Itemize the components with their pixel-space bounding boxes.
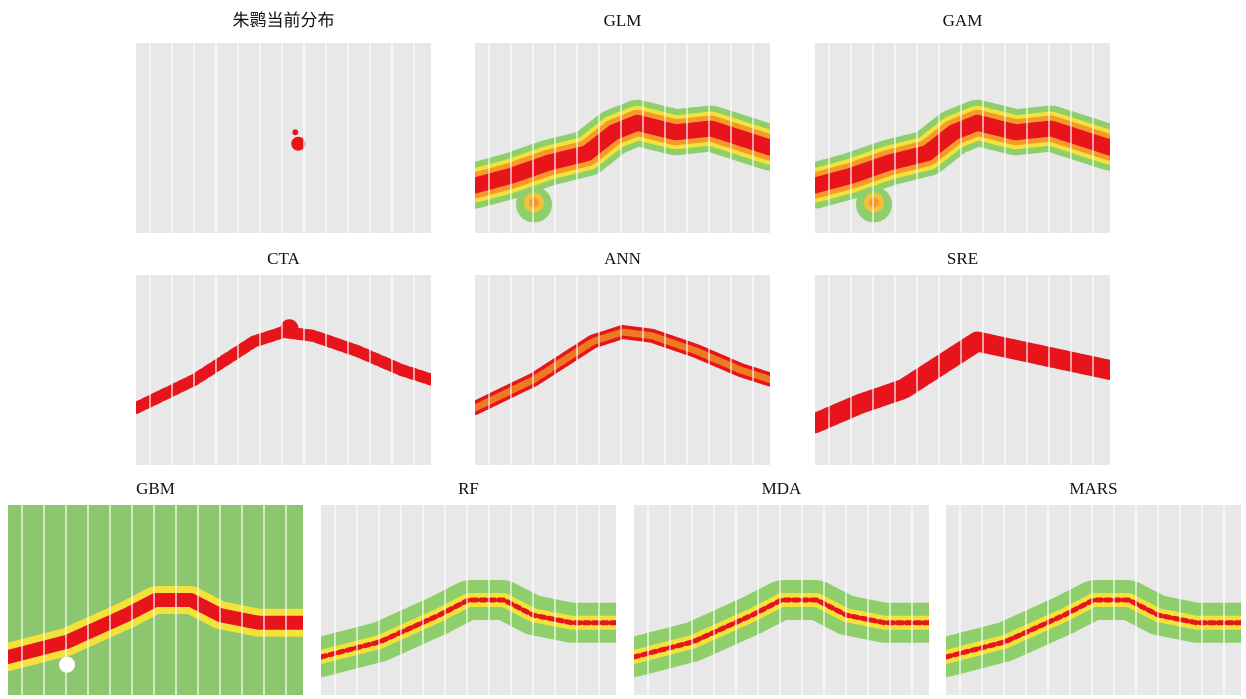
- panel-title: GLM: [604, 11, 642, 30]
- panel-title: MDA: [762, 479, 802, 498]
- map-panel: [8, 505, 303, 695]
- map-panel: [136, 43, 431, 233]
- map-panel: [946, 505, 1241, 695]
- map-panel: [136, 275, 431, 465]
- map-panel: [634, 505, 929, 695]
- map-panel: [815, 43, 1110, 233]
- panel-title: ANN: [604, 249, 641, 268]
- habitat-patch: [280, 319, 298, 337]
- panel-title: MARS: [1069, 479, 1117, 498]
- habitat-patch: [291, 137, 305, 151]
- panel-title: GBM: [136, 479, 175, 498]
- map-panel: [475, 275, 770, 465]
- panel-title: SRE: [947, 249, 978, 268]
- map-panel: [321, 505, 616, 695]
- map-panel: [475, 43, 770, 233]
- figure: 朱鹮当前分布 GLM GAM CTA ANN SRE GBM RF MDA MARS: [0, 0, 1246, 699]
- panel-title: 朱鹮当前分布: [233, 11, 335, 30]
- habitat-patch: [869, 198, 879, 208]
- map-background: [136, 43, 431, 233]
- map-background: [136, 275, 431, 465]
- habitat-patch: [59, 657, 75, 673]
- panel-title: RF: [458, 479, 479, 498]
- panel-title: CTA: [267, 249, 300, 268]
- map-panel: [815, 275, 1110, 465]
- habitat-patch: [292, 129, 298, 135]
- panel-title: GAM: [943, 11, 983, 30]
- habitat-patch: [529, 198, 539, 208]
